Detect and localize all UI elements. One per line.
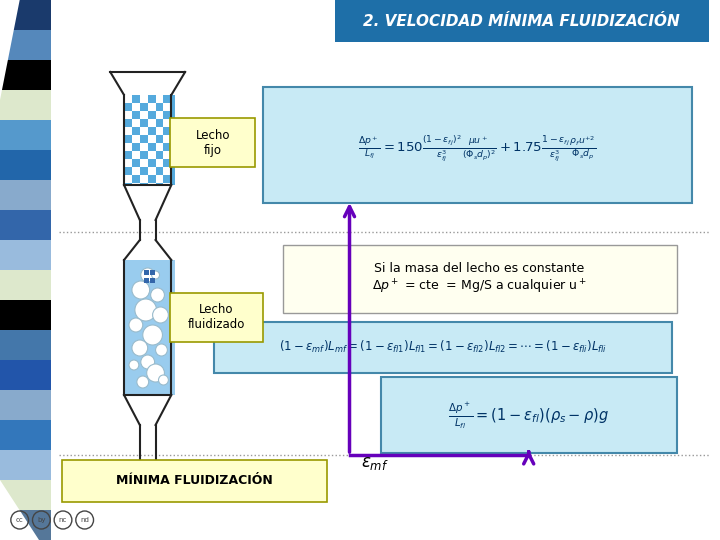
Text: nd: nd bbox=[80, 517, 89, 523]
FancyBboxPatch shape bbox=[381, 377, 678, 453]
Bar bbox=[140, 95, 148, 103]
Bar bbox=[148, 119, 156, 127]
Bar bbox=[150, 270, 155, 275]
Bar bbox=[124, 159, 132, 167]
FancyBboxPatch shape bbox=[263, 87, 692, 203]
Bar bbox=[0, 510, 51, 540]
Bar bbox=[163, 167, 171, 175]
Bar bbox=[124, 175, 132, 183]
Bar bbox=[0, 420, 51, 451]
Text: $\varepsilon_{mf}$: $\varepsilon_{mf}$ bbox=[361, 454, 390, 472]
Bar bbox=[0, 90, 51, 121]
Text: cc: cc bbox=[16, 517, 24, 523]
Bar bbox=[150, 278, 155, 283]
Bar bbox=[140, 175, 148, 183]
Circle shape bbox=[135, 299, 156, 321]
Bar bbox=[0, 390, 51, 421]
Bar bbox=[132, 167, 140, 175]
Circle shape bbox=[156, 344, 167, 356]
Polygon shape bbox=[0, 0, 19, 100]
Bar bbox=[124, 260, 175, 395]
Circle shape bbox=[137, 376, 148, 388]
Bar bbox=[140, 159, 148, 167]
Bar bbox=[163, 103, 171, 111]
Bar bbox=[124, 95, 175, 185]
Bar bbox=[0, 330, 51, 361]
Bar bbox=[0, 180, 51, 211]
Circle shape bbox=[150, 288, 164, 302]
Bar bbox=[124, 111, 132, 119]
Bar bbox=[132, 151, 140, 159]
Bar bbox=[163, 135, 171, 143]
Bar bbox=[163, 183, 171, 185]
Polygon shape bbox=[0, 480, 40, 540]
Text: Lecho
fijo: Lecho fijo bbox=[195, 129, 230, 157]
Bar bbox=[124, 127, 132, 135]
Bar bbox=[124, 143, 132, 151]
Bar bbox=[0, 300, 51, 331]
Bar bbox=[0, 60, 51, 91]
Circle shape bbox=[132, 340, 148, 356]
Bar bbox=[0, 450, 51, 481]
Text: $(1-\varepsilon_{mf})L_{mf} = (1-\varepsilon_{fl1})L_{fl1} = (1-\varepsilon_{fl2: $(1-\varepsilon_{mf})L_{mf} = (1-\vareps… bbox=[279, 339, 607, 355]
Bar bbox=[144, 278, 148, 283]
Bar bbox=[0, 120, 51, 151]
Bar bbox=[0, 210, 51, 241]
Circle shape bbox=[141, 268, 155, 282]
Circle shape bbox=[129, 318, 143, 332]
Bar bbox=[0, 30, 51, 61]
Bar bbox=[148, 183, 156, 185]
FancyBboxPatch shape bbox=[214, 322, 672, 373]
Bar bbox=[156, 143, 163, 151]
Text: nc: nc bbox=[59, 517, 67, 523]
Circle shape bbox=[153, 307, 168, 323]
Bar bbox=[156, 111, 163, 119]
Bar bbox=[163, 119, 171, 127]
Circle shape bbox=[143, 325, 163, 345]
Bar bbox=[0, 0, 51, 31]
Circle shape bbox=[129, 360, 139, 370]
FancyBboxPatch shape bbox=[62, 460, 327, 502]
Bar bbox=[132, 183, 140, 185]
Bar bbox=[156, 127, 163, 135]
Circle shape bbox=[132, 281, 150, 299]
Bar bbox=[144, 270, 148, 275]
Text: Si la masa del lecho es constante
$\Delta p^+$ = cte  = Mg/S a cualquier u$^+$: Si la masa del lecho es constante $\Delt… bbox=[372, 262, 587, 296]
Bar bbox=[132, 119, 140, 127]
Bar bbox=[0, 360, 51, 391]
Bar bbox=[148, 167, 156, 175]
Text: $\frac{\Delta p^+}{L_{fl}} = (1-\varepsilon_{fl})(\rho_s - \rho)g$: $\frac{\Delta p^+}{L_{fl}} = (1-\varepsi… bbox=[449, 401, 609, 431]
Bar bbox=[156, 175, 163, 183]
Circle shape bbox=[147, 364, 164, 382]
Bar bbox=[0, 240, 51, 271]
Bar bbox=[140, 127, 148, 135]
Bar bbox=[140, 111, 148, 119]
Bar bbox=[335, 0, 709, 42]
Bar bbox=[0, 480, 51, 511]
Bar bbox=[0, 150, 51, 181]
FancyBboxPatch shape bbox=[171, 293, 263, 342]
Bar bbox=[156, 95, 163, 103]
FancyBboxPatch shape bbox=[282, 245, 678, 313]
FancyBboxPatch shape bbox=[171, 118, 255, 167]
Circle shape bbox=[141, 355, 155, 369]
Bar bbox=[132, 103, 140, 111]
Text: by: by bbox=[37, 517, 45, 523]
Circle shape bbox=[158, 375, 168, 385]
Bar bbox=[148, 151, 156, 159]
Bar bbox=[124, 95, 132, 103]
Bar bbox=[148, 135, 156, 143]
Text: 2. VELOCIDAD MÍNIMA FLUIDIZACIÓN: 2. VELOCIDAD MÍNIMA FLUIDIZACIÓN bbox=[364, 14, 680, 29]
Circle shape bbox=[152, 271, 160, 279]
Text: Lecho
fluidizado: Lecho fluidizado bbox=[188, 303, 246, 331]
Bar bbox=[148, 103, 156, 111]
Bar bbox=[0, 270, 51, 301]
Bar bbox=[156, 159, 163, 167]
Bar bbox=[140, 143, 148, 151]
Bar bbox=[132, 135, 140, 143]
Bar bbox=[163, 151, 171, 159]
Text: $\frac{\Delta p^+}{L_{fj}} = 150\frac{(1-\varepsilon_{fj})^2}{\varepsilon_{fj}^3: $\frac{\Delta p^+}{L_{fj}} = 150\frac{(1… bbox=[359, 133, 597, 163]
Text: MÍNIMA FLUIDIZACIÓN: MÍNIMA FLUIDIZACIÓN bbox=[116, 475, 272, 488]
